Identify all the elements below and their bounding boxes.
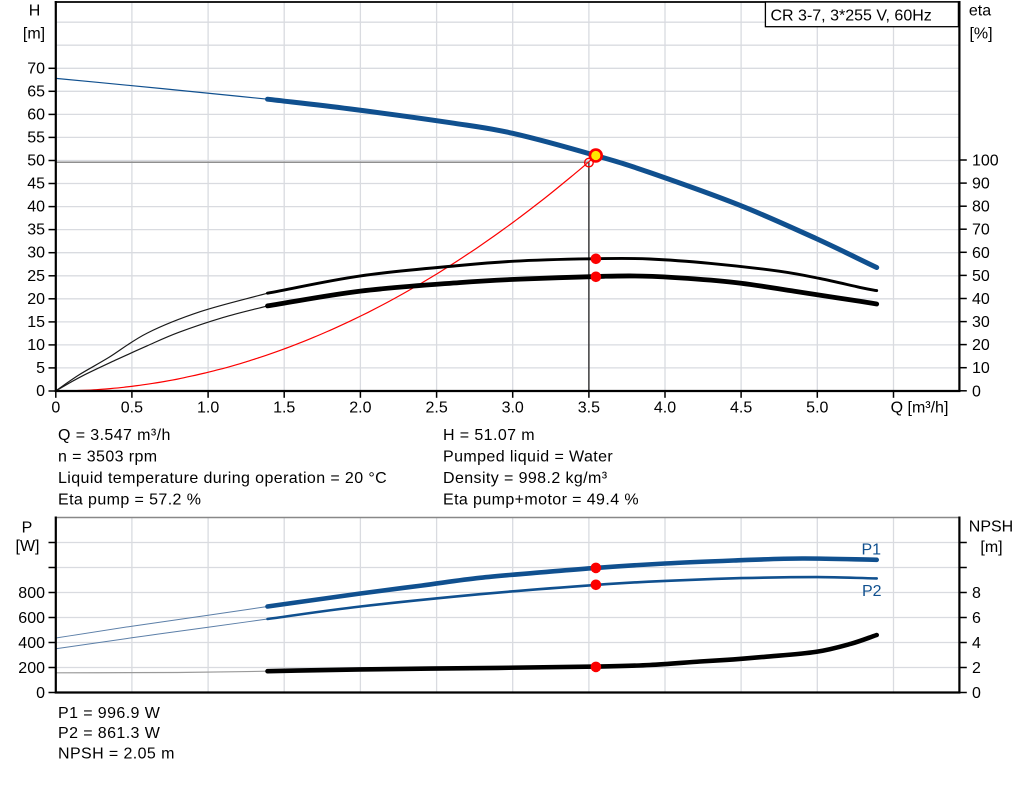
svg-text:5.0: 5.0 [806, 400, 828, 417]
svg-text:90: 90 [972, 176, 990, 193]
svg-text:[m]: [m] [23, 26, 45, 43]
svg-text:800: 800 [18, 585, 45, 602]
svg-text:2: 2 [972, 660, 981, 677]
svg-text:600: 600 [18, 610, 45, 627]
svg-text:NPSH: NPSH [969, 519, 1013, 536]
svg-text:20: 20 [972, 337, 990, 354]
svg-text:10: 10 [27, 337, 45, 354]
svg-text:P2: P2 [862, 583, 882, 600]
svg-text:50: 50 [27, 153, 45, 170]
svg-text:3.0: 3.0 [502, 400, 524, 417]
svg-text:1.5: 1.5 [273, 400, 295, 417]
svg-text:40: 40 [972, 291, 990, 308]
svg-text:0.5: 0.5 [121, 400, 143, 417]
svg-text:50: 50 [972, 268, 990, 285]
svg-text:H = 51.07 m: H = 51.07 m [443, 427, 535, 444]
svg-text:60: 60 [27, 106, 45, 123]
svg-text:80: 80 [972, 199, 990, 216]
svg-text:0: 0 [36, 685, 45, 702]
svg-text:P: P [22, 520, 33, 537]
svg-text:100: 100 [972, 153, 999, 170]
svg-text:40: 40 [27, 199, 45, 216]
svg-text:H: H [29, 3, 41, 20]
svg-text:70: 70 [972, 222, 990, 239]
svg-text:30: 30 [972, 314, 990, 331]
svg-text:65: 65 [27, 83, 45, 100]
svg-text:Liquid temperature during oper: Liquid temperature during operation = 20… [58, 470, 387, 487]
svg-text:2.0: 2.0 [349, 400, 371, 417]
svg-text:P1: P1 [862, 542, 882, 559]
svg-text:4.5: 4.5 [730, 400, 752, 417]
svg-text:200: 200 [18, 660, 45, 677]
svg-text:[%]: [%] [969, 26, 992, 43]
svg-text:400: 400 [18, 635, 45, 652]
svg-text:0: 0 [972, 383, 981, 400]
svg-text:NPSH = 2.05 m: NPSH = 2.05 m [58, 745, 175, 762]
svg-text:6: 6 [972, 610, 981, 627]
svg-text:10: 10 [972, 360, 990, 377]
svg-text:60: 60 [972, 245, 990, 262]
svg-text:0: 0 [972, 685, 981, 702]
svg-text:35: 35 [27, 222, 45, 239]
svg-text:2.5: 2.5 [425, 400, 447, 417]
svg-text:0: 0 [51, 400, 60, 417]
svg-text:Density = 998.2 kg/m³: Density = 998.2 kg/m³ [443, 470, 608, 487]
svg-text:70: 70 [27, 60, 45, 77]
svg-text:n = 3503 rpm: n = 3503 rpm [58, 449, 158, 466]
svg-text:P1 = 996.9 W: P1 = 996.9 W [58, 705, 161, 722]
svg-text:eta: eta [969, 3, 991, 20]
svg-text:0: 0 [36, 383, 45, 400]
svg-text:Pumped liquid = Water: Pumped liquid = Water [443, 449, 613, 466]
svg-text:1.0: 1.0 [197, 400, 219, 417]
svg-text:4.0: 4.0 [654, 400, 676, 417]
svg-text:P2 = 861.3 W: P2 = 861.3 W [58, 725, 161, 742]
svg-text:25: 25 [27, 268, 45, 285]
svg-text:Eta pump = 57.2 %: Eta pump = 57.2 % [58, 492, 201, 509]
svg-text:[W]: [W] [16, 538, 40, 555]
svg-text:55: 55 [27, 129, 45, 146]
svg-text:45: 45 [27, 176, 45, 193]
svg-text:3.5: 3.5 [578, 400, 600, 417]
svg-text:20: 20 [27, 291, 45, 308]
svg-text:8: 8 [972, 585, 981, 602]
svg-text:15: 15 [27, 314, 45, 331]
svg-text:[m]: [m] [980, 539, 1002, 556]
svg-text:Q = 3.547 m³/h: Q = 3.547 m³/h [58, 427, 171, 444]
svg-text:5: 5 [36, 360, 45, 377]
svg-text:Eta pump+motor = 49.4 %: Eta pump+motor = 49.4 % [443, 492, 639, 509]
svg-text:30: 30 [27, 245, 45, 262]
svg-text:4: 4 [972, 635, 981, 652]
svg-text:Q [m³/h]: Q [m³/h] [891, 400, 949, 417]
svg-text:CR 3-7, 3*255 V, 60Hz: CR 3-7, 3*255 V, 60Hz [771, 8, 932, 25]
